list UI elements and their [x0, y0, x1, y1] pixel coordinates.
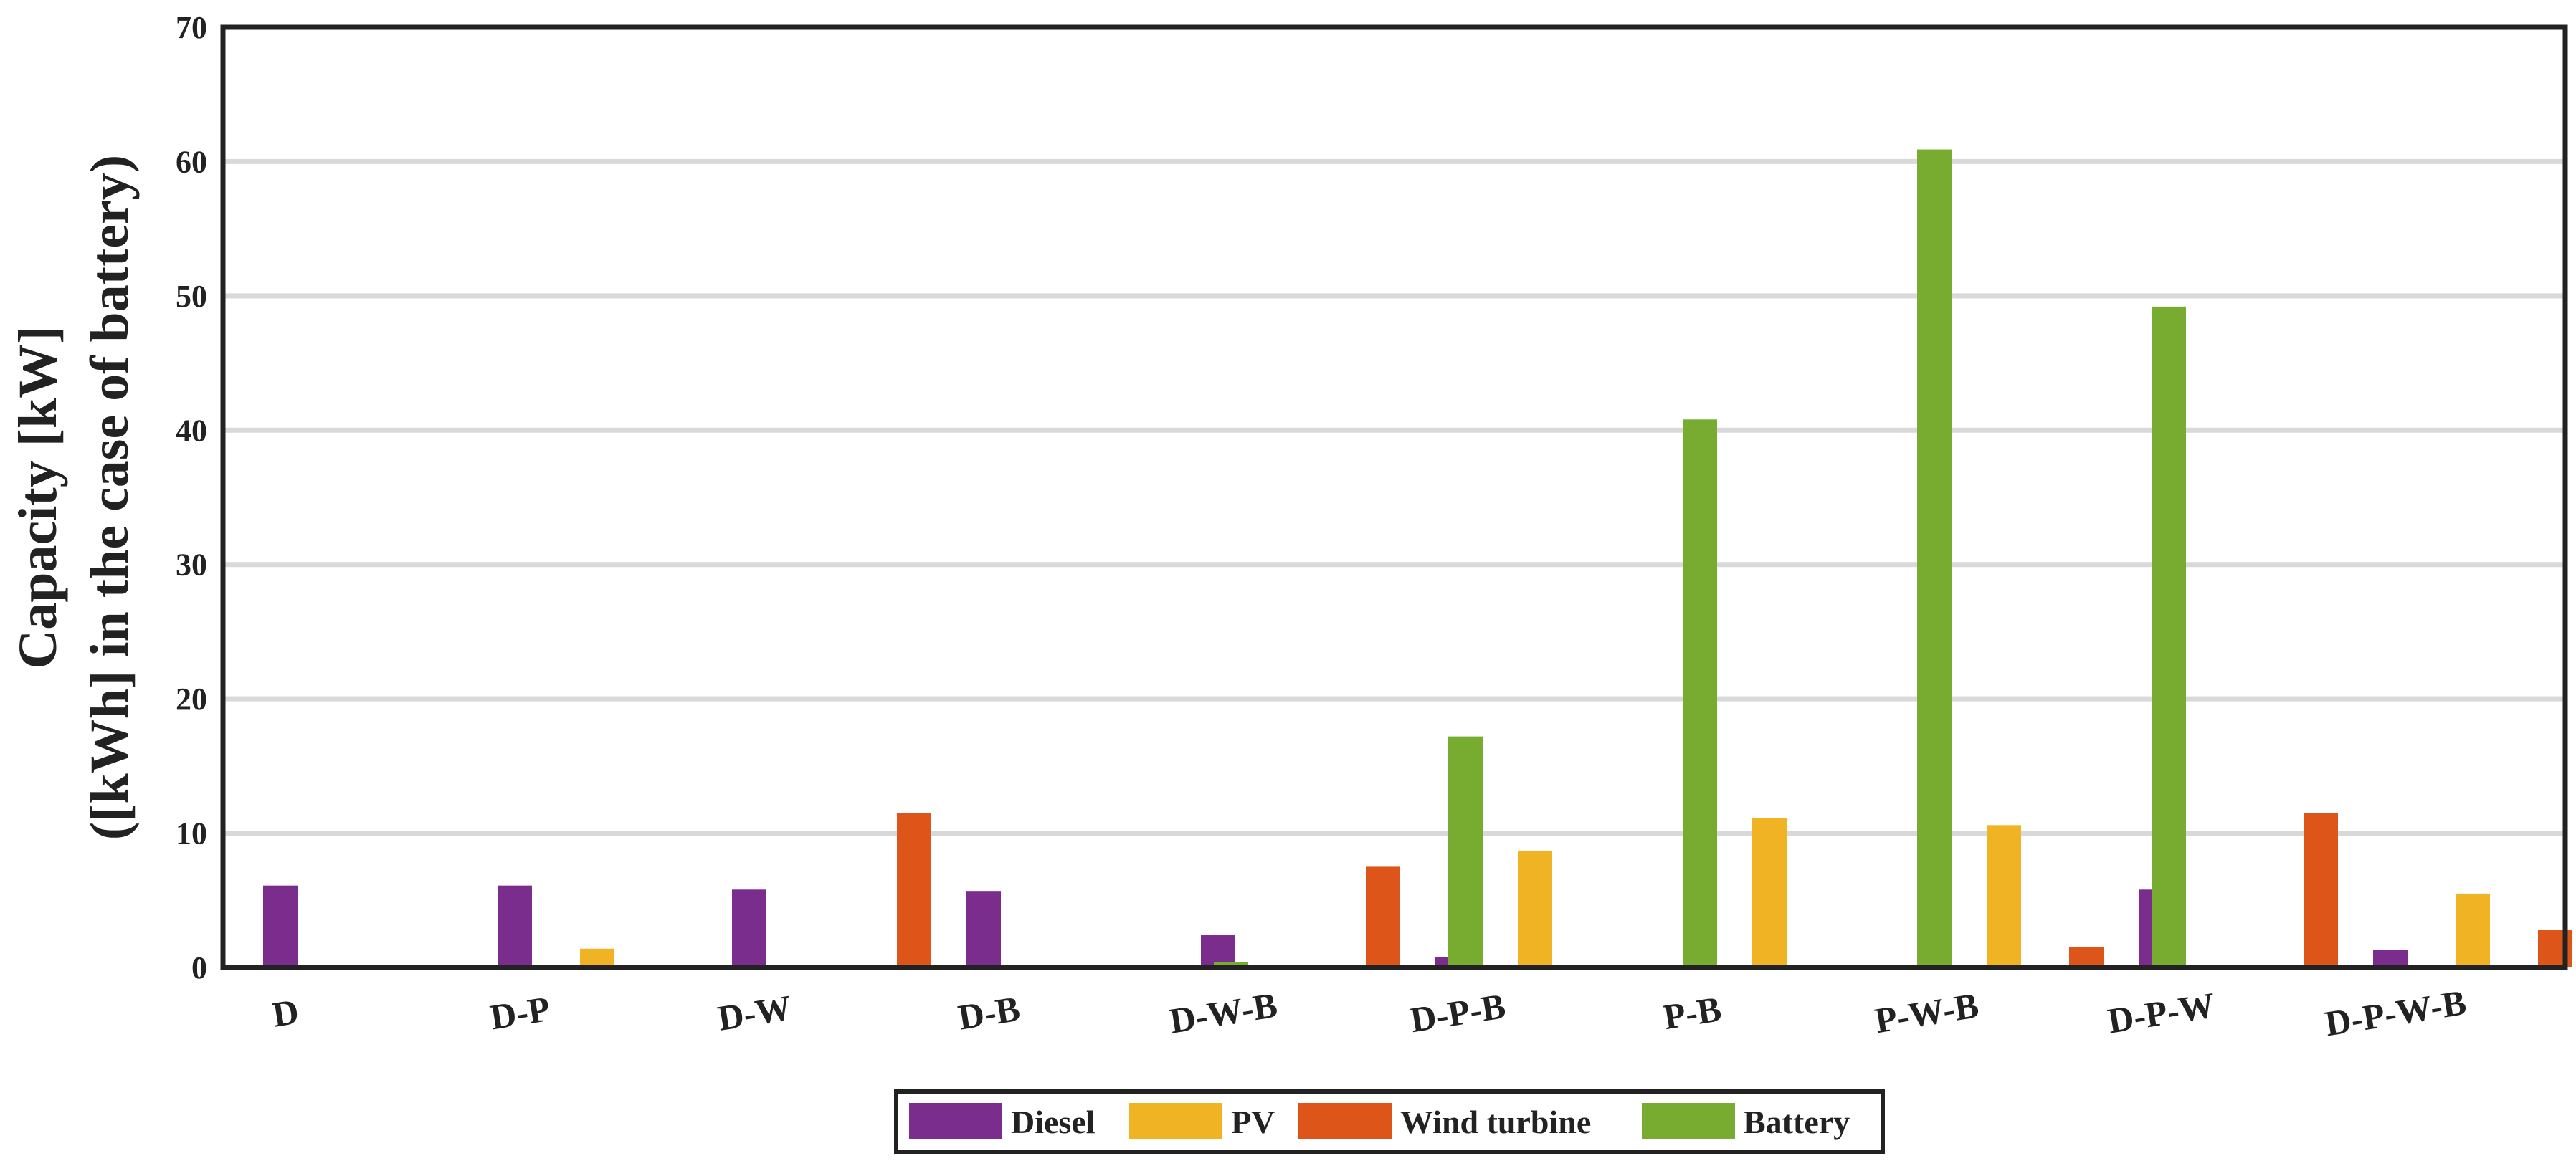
- gridlines: [223, 158, 2565, 836]
- x-category-labels: D D-P D-W D-B D-W-B D-P-B P-B P-W-B D-P-W D-P-W-B: [270, 982, 2468, 1043]
- x-category-label: D-W-B: [1166, 985, 1280, 1041]
- bar-wind-turbine-d-w: [897, 813, 931, 967]
- bar-pv-p-w-b: [1987, 825, 2021, 967]
- y-tick-label: 70: [176, 10, 207, 45]
- bar-diesel-d-p: [498, 885, 532, 967]
- bar-diesel-d: [263, 885, 298, 967]
- x-category-label: D-P-B: [1407, 985, 1508, 1040]
- y-tick-labels: 0 10 20 30 40 50 60 70: [176, 10, 207, 985]
- bar-diesel-d-w: [732, 889, 766, 967]
- bar-wind-turbine-d-p-w: [2304, 813, 2338, 967]
- x-category-label: P-W-B: [1872, 985, 1981, 1041]
- bar-pv-d-p: [580, 948, 614, 967]
- x-category-label: D-P-W-B: [2322, 982, 2468, 1043]
- y-axis-label-line-1: Capacity [kW]: [8, 325, 68, 669]
- plot-frame: [220, 24, 2568, 970]
- bars: [263, 149, 2572, 967]
- y-tick-label: 20: [176, 682, 207, 717]
- y-tick-label: 50: [176, 279, 207, 314]
- y-tick-label: 30: [176, 548, 207, 583]
- y-tick-label: 40: [176, 413, 207, 448]
- bar-pv-d-p-b: [1518, 850, 1552, 967]
- bar-diesel-d-p-w-b: [2373, 950, 2408, 967]
- legend-label: PV: [1231, 1104, 1275, 1140]
- legend-swatch-diesel: [909, 1103, 1002, 1139]
- legend-swatch-battery: [1642, 1103, 1735, 1139]
- legend-swatch-wind-turbine: [1298, 1103, 1392, 1139]
- x-category-label: D-P: [488, 988, 553, 1037]
- x-category-label: D-W: [715, 988, 794, 1038]
- bar-battery-d-w-b: [1448, 736, 1483, 967]
- bar-battery-d-p-b: [1683, 419, 1717, 967]
- x-category-label: D: [270, 991, 301, 1035]
- bar-wind-turbine-p-w-b: [2069, 947, 2104, 967]
- bar-pv-d-p-w-b: [2456, 893, 2490, 967]
- bar-pv-p-b: [1752, 818, 1787, 967]
- bar-battery-d-b: [1214, 962, 1248, 967]
- bar-diesel-d-b: [966, 891, 1001, 967]
- y-tick-label: 60: [176, 144, 207, 179]
- legend-label: Battery: [1744, 1104, 1850, 1140]
- legend-label: Wind turbine: [1400, 1104, 1591, 1140]
- bar-wind-turbine-d-w-b: [1366, 866, 1400, 967]
- legend-label: Diesel: [1011, 1104, 1095, 1140]
- x-category-label: D-P-W: [2105, 985, 2218, 1041]
- x-category-label: D-B: [955, 988, 1022, 1038]
- bar-battery-p-w-b: [2152, 306, 2186, 967]
- legend: Diesel PV Wind turbine Battery: [894, 1089, 1885, 1154]
- bar-battery-p-b: [1917, 149, 1952, 967]
- y-axis-label-line-2: ([kWh] in the case of battery): [80, 155, 140, 840]
- y-tick-label: 10: [176, 816, 207, 851]
- y-tick-label: 0: [191, 950, 207, 985]
- legend-swatch-pv: [1129, 1103, 1222, 1139]
- x-category-label: P-B: [1660, 988, 1724, 1037]
